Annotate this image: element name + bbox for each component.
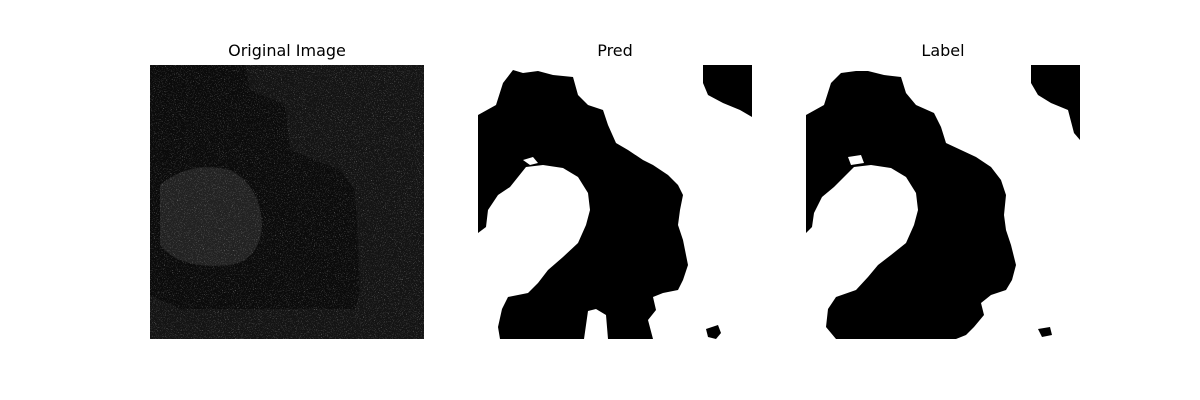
original-image bbox=[150, 65, 424, 339]
panel-title-original: Original Image bbox=[228, 41, 346, 60]
pred-mask-region-main bbox=[478, 70, 688, 339]
label-mask-canvas bbox=[806, 65, 1080, 339]
pred-mask-region-bottomright bbox=[706, 325, 721, 339]
label-mask-region-topright bbox=[1031, 65, 1080, 140]
pred-mask-region-topright bbox=[703, 65, 752, 117]
panel-title-pred: Pred bbox=[597, 41, 633, 60]
label-mask-region-main bbox=[806, 71, 1016, 339]
label-mask-hole bbox=[848, 155, 864, 165]
label-mask bbox=[806, 65, 1080, 339]
original-image-canvas bbox=[150, 65, 424, 339]
pred-mask-hole bbox=[523, 157, 538, 165]
panel-title-label: Label bbox=[921, 41, 965, 60]
pred-mask bbox=[478, 65, 752, 339]
pred-mask-canvas bbox=[478, 65, 752, 339]
label-mask-region-bottomright bbox=[1038, 327, 1052, 337]
